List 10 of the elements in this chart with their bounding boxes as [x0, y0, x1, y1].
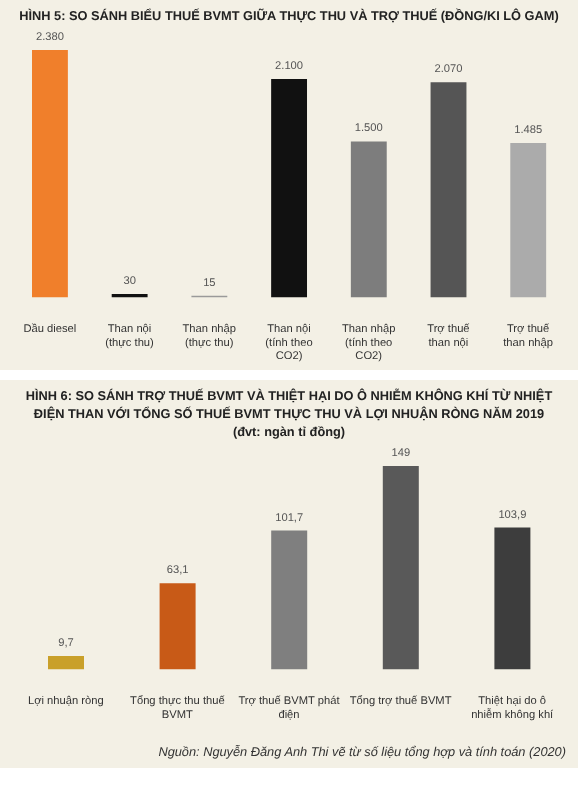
bar [350, 141, 387, 298]
bar [32, 50, 68, 298]
bar [382, 466, 419, 670]
bar [271, 530, 308, 670]
bar [159, 583, 196, 670]
bar [494, 527, 531, 670]
bar [271, 79, 308, 298]
bar [430, 82, 467, 298]
bar [510, 142, 547, 298]
bar [48, 655, 84, 670]
